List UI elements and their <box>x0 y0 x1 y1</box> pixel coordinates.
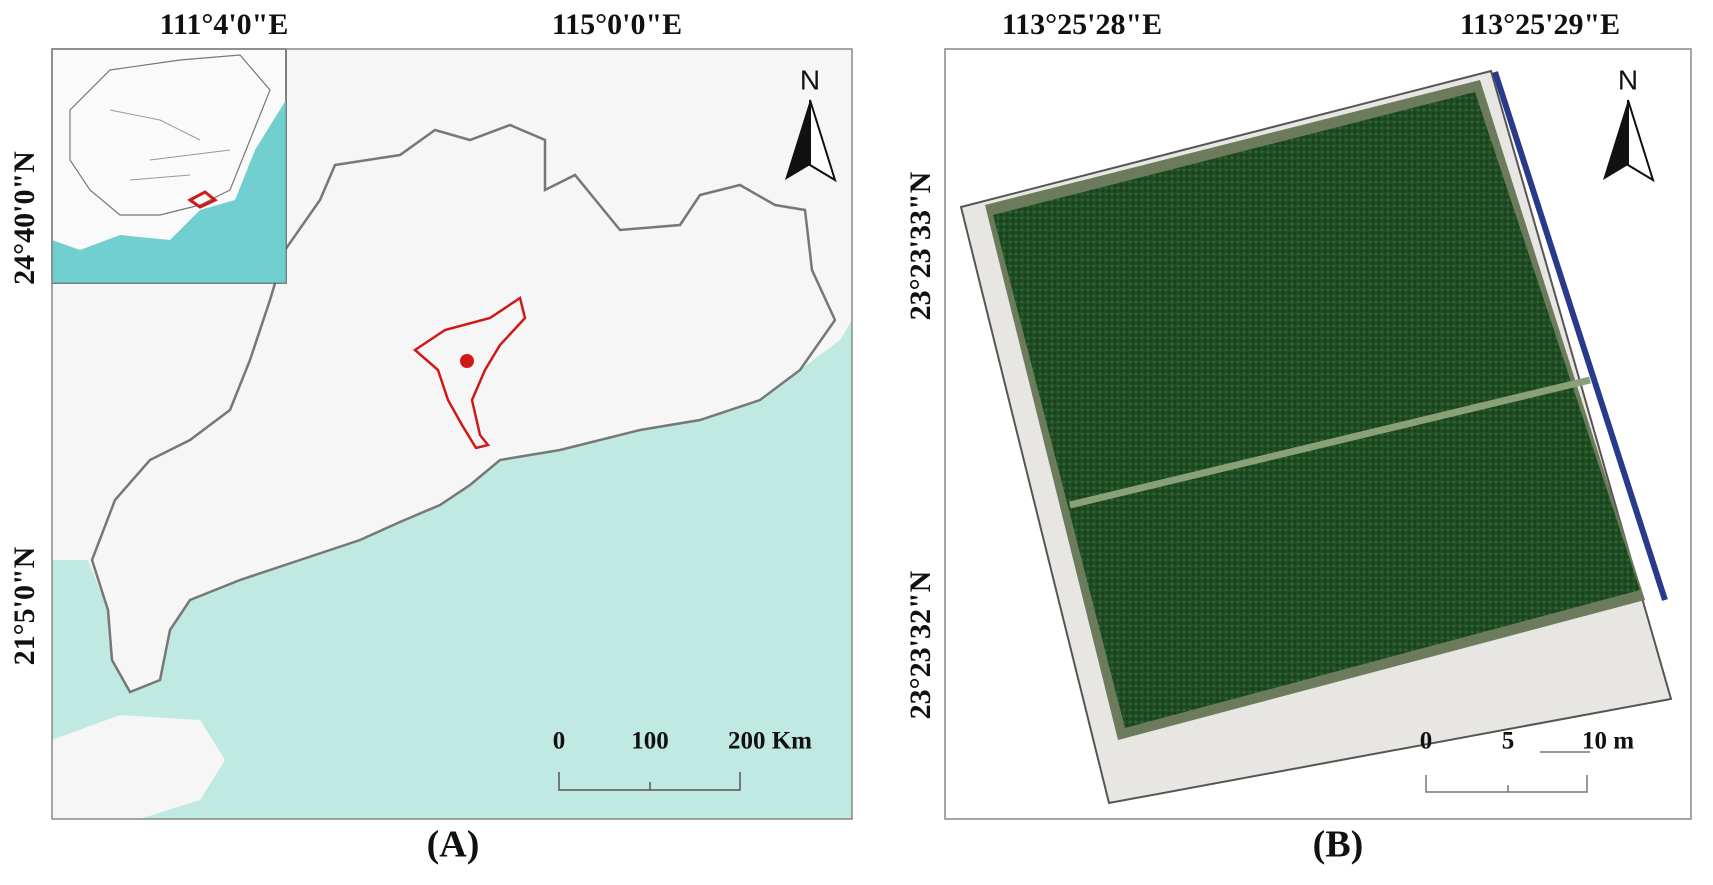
north-label: N <box>1618 64 1638 95</box>
scale-label: 5 <box>1502 728 1515 755</box>
panel-label: (A) <box>427 824 480 866</box>
latitude-label: 21°5'0"N <box>8 546 41 665</box>
scale-label: 200 Km <box>728 728 812 755</box>
scale-bar <box>558 772 741 791</box>
scale-label: 0 <box>553 728 566 755</box>
longitude-label: 111°4'0"E <box>160 8 289 41</box>
study-region <box>412 295 527 450</box>
scale-label: 100 <box>631 728 669 755</box>
longitude-label: 113°25'29"E <box>1460 8 1620 41</box>
inset <box>51 48 287 284</box>
north-arrow <box>1603 100 1628 180</box>
north-arrow <box>1627 99 1655 183</box>
study-site <box>460 354 474 368</box>
hainan <box>52 715 225 819</box>
panel-label: (B) <box>1313 824 1364 866</box>
water-channel <box>1492 71 1668 601</box>
north-label: N <box>800 64 820 95</box>
longitude-label: 115°0'0"E <box>552 8 682 41</box>
map-a <box>51 48 853 820</box>
north-arrow <box>785 100 810 180</box>
latitude-label: 24°40'0"N <box>8 151 41 285</box>
north-arrow <box>809 99 837 183</box>
frame-a <box>51 48 853 820</box>
field-path <box>1069 376 1591 509</box>
scale-label: 10 m <box>1582 728 1634 755</box>
crop-field <box>993 92 1640 728</box>
longitude-label: 113°25'28"E <box>1002 8 1162 41</box>
guangdong-border <box>90 123 837 694</box>
latitude-label: 23°23'32"N <box>904 570 937 719</box>
scale-bar <box>1425 751 1590 793</box>
latitude-label: 23°23'33"N <box>904 171 937 320</box>
map-b <box>944 48 1692 820</box>
scale-label: 0 <box>1420 728 1433 755</box>
